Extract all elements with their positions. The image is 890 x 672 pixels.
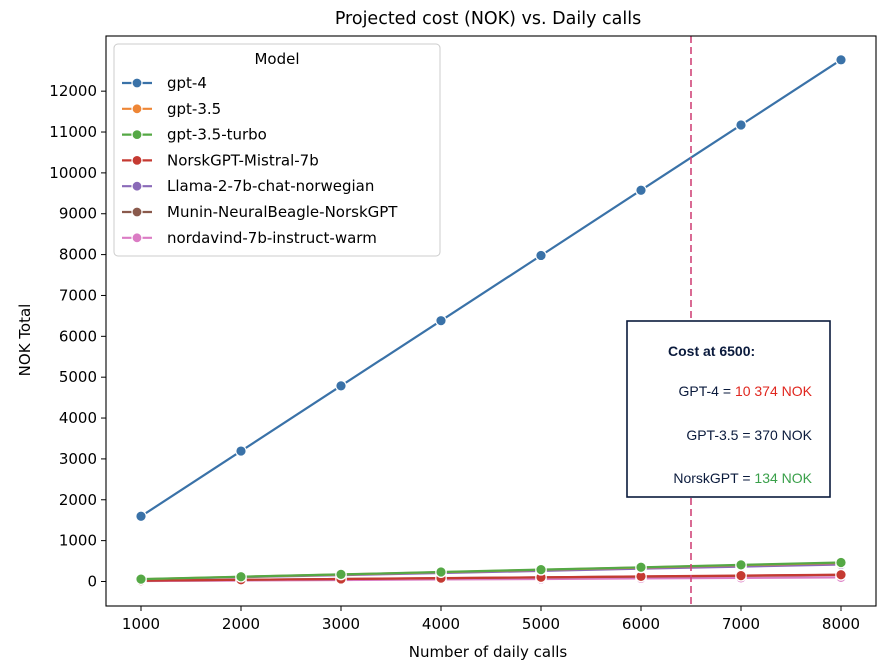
y-axis-label: NOK Total [16,304,34,377]
data-point [735,559,747,571]
x-tick-label: 3000 [322,615,360,633]
legend-label: gpt-3.5-turbo [167,126,267,144]
legend-title: Model [254,50,299,68]
annotation-heading: Cost at 6500: [668,343,755,359]
chart-title: Projected cost (NOK) vs. Daily calls [335,9,641,29]
cost-annotation-box: Cost at 6500: GPT-4 = 10 374 NOK GPT-3.5 =… [626,320,831,498]
legend-label: Munin-NeuralBeagle-NorskGPT [167,203,398,221]
legend-label: gpt-3.5 [167,100,221,118]
y-tick-label: 11000 [49,123,97,141]
legend-swatch-marker [131,206,143,218]
x-tick-label: 2000 [222,615,260,633]
legend-label: nordavind-7b-instruct-warm [167,229,377,247]
annotation-label: GPT-3.5 = 370 NOK [686,427,812,443]
legend-item: nordavind-7b-instruct-warm [122,229,377,247]
data-point [535,249,547,262]
y-tick-label: 7000 [59,286,97,304]
data-point [835,54,847,66]
series-gpt-3.5-turbo [135,556,847,585]
data-point [235,445,247,457]
data-point [135,573,147,585]
axes-frame [105,35,877,607]
legend-item: gpt-4 [122,74,207,92]
y-tick-label: 10000 [49,164,97,182]
x-tick-label: 7000 [722,615,760,633]
data-point [735,569,747,582]
annotation-box [626,320,831,498]
annotation-value: 134 NOK [754,470,812,486]
y-tick-label: 9000 [59,205,97,223]
legend-label: gpt-4 [167,74,207,92]
y-tick-label: 1000 [59,532,97,550]
y-tick-label: 3000 [59,450,97,468]
data-point [335,380,347,392]
x-axis: 1000 2000 3000 4000 5000 6000 7000 8000 [122,606,860,633]
x-tick-label: 1000 [122,615,160,633]
data-point [735,119,747,131]
legend-swatch-marker [131,103,143,115]
data-point [335,568,347,581]
data-point [435,566,447,578]
y-tick-label: 6000 [59,327,97,345]
annotation-line: NorskGPT = 134 NOK [673,470,812,486]
plot-area [135,36,847,606]
legend-swatch-marker [131,77,143,89]
legend-item: gpt-3.5-turbo [122,126,267,144]
annotation-value: 10 374 NOK [735,383,813,399]
legend-swatch-marker [131,232,143,244]
data-point [835,556,847,569]
x-tick-label: 6000 [622,615,660,633]
series-gpt-4 [135,54,847,523]
legend-swatch-marker [131,180,143,192]
x-tick-label: 5000 [522,615,560,633]
legend-item: Munin-NeuralBeagle-NorskGPT [122,203,398,221]
x-tick-label: 4000 [422,615,460,633]
y-axis: 0 1000 2000 3000 4000 5000 6000 7000 8000 9000 100… [49,82,106,590]
data-point [835,568,847,581]
legend-swatch-marker [131,129,143,141]
y-tick-label: 12000 [49,82,97,100]
data-point [635,561,647,574]
data-point [235,570,247,583]
y-tick-label: 4000 [59,409,97,427]
legend-item: NorskGPT-Mistral-7b [122,151,319,169]
legend-label: NorskGPT-Mistral-7b [167,151,319,169]
y-tick-label: 2000 [59,491,97,509]
data-point [435,314,447,327]
annotation-line: GPT-3.5 = 370 NOK [686,427,812,443]
x-tick-label: 8000 [822,615,860,633]
annotation-label: GPT-4 = [679,383,735,399]
y-tick-label: 5000 [59,368,97,386]
legend-box [113,43,441,257]
legend-item: Llama-2-7b-chat-norwegian [122,177,374,195]
data-point [135,510,147,523]
annotation-line: GPT-4 = 10 374 NOK [679,383,813,399]
y-tick-label: 8000 [59,246,97,264]
legend-item: gpt-3.5 [122,100,221,118]
series-line [140,58,842,518]
data-point [635,184,647,197]
annotation-label: NorskGPT = [673,470,754,486]
series-line [140,573,842,582]
data-point [535,563,547,576]
legend: Model gpt-4 gpt-3.5 gpt-3.5-turbo NorskGPT-M… [113,43,441,257]
series-line [140,561,842,581]
y-tick-label: 0 [87,572,97,590]
legend-swatch-marker [131,154,143,166]
legend-label: Llama-2-7b-chat-norwegian [167,177,374,195]
x-axis-label: Number of daily calls [409,643,568,661]
